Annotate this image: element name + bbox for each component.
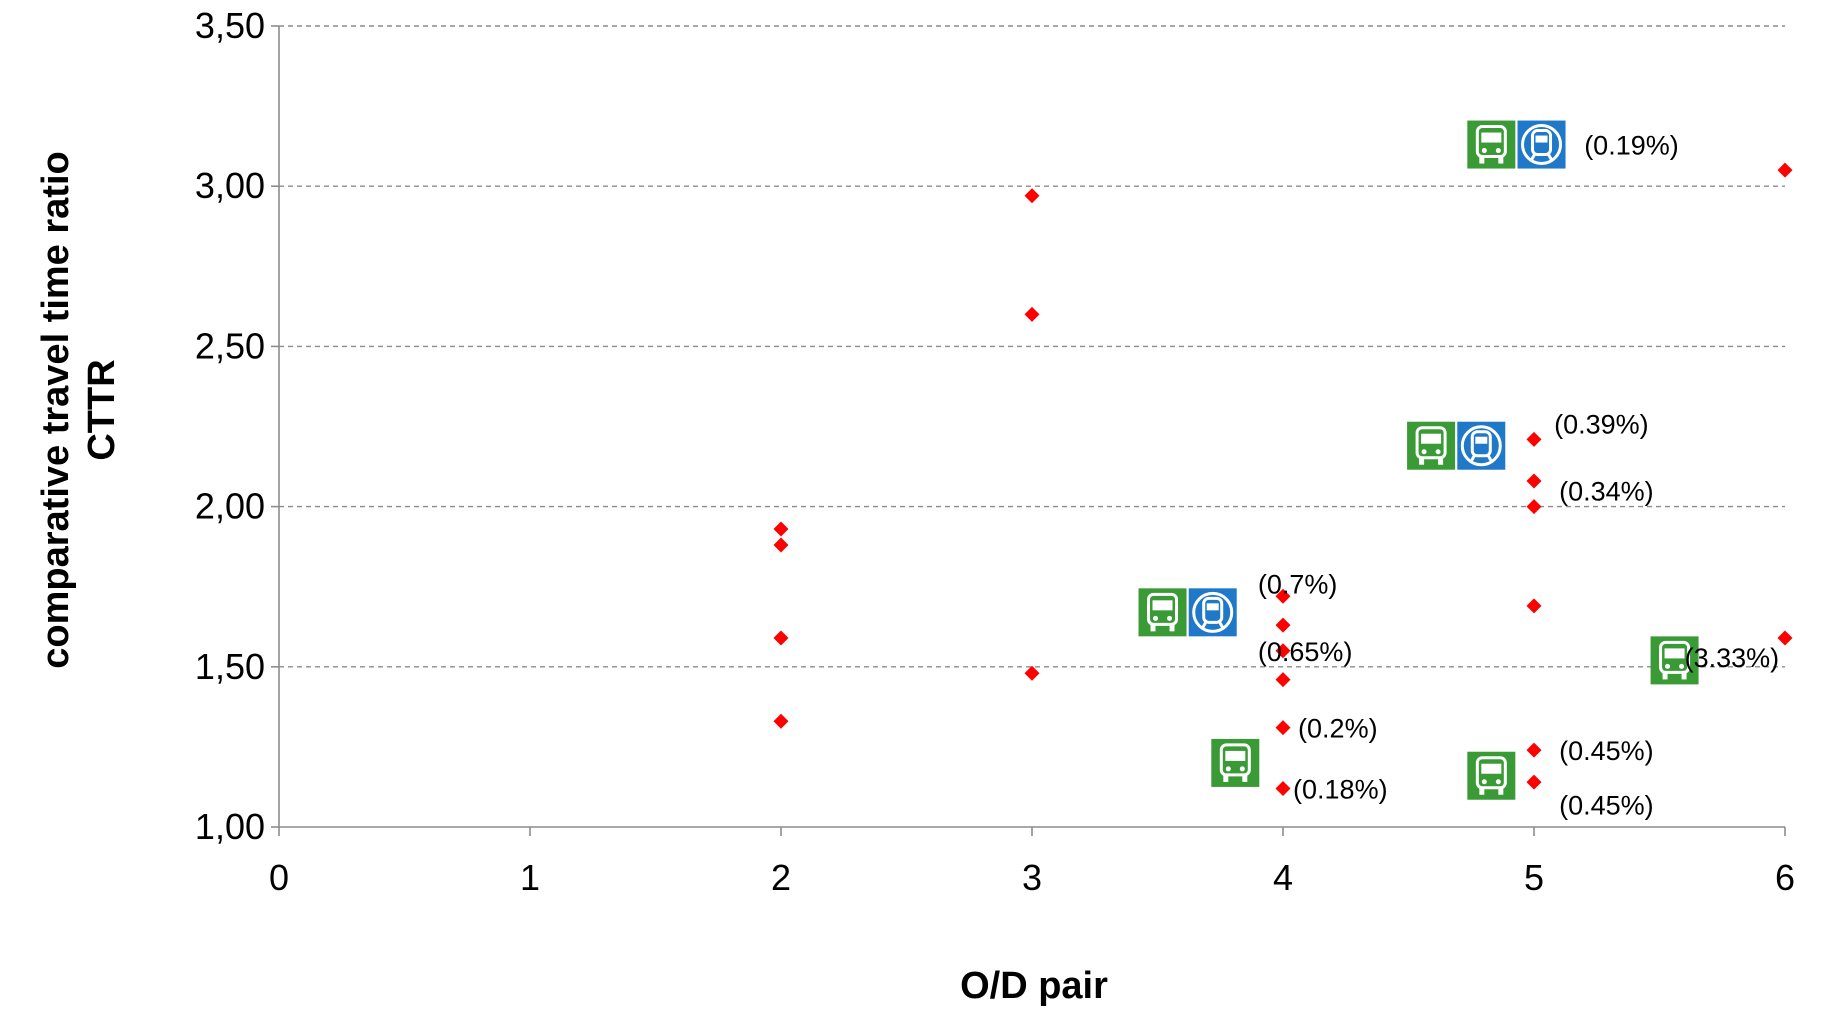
y-axis-title-line2: CTTR bbox=[81, 359, 123, 460]
data-point bbox=[1526, 499, 1542, 515]
annotation-label: (0.39%) bbox=[1554, 409, 1649, 439]
data-point bbox=[773, 537, 789, 553]
annotation-label: (0.2%) bbox=[1298, 714, 1378, 744]
data-point bbox=[1526, 431, 1542, 447]
data-point bbox=[1275, 781, 1291, 797]
bus-icon bbox=[1407, 421, 1456, 470]
data-point bbox=[1777, 162, 1793, 178]
data-point bbox=[1777, 630, 1793, 646]
data-point bbox=[1526, 598, 1542, 614]
y-tick-label: 2,00 bbox=[195, 486, 265, 527]
axes bbox=[271, 25, 1786, 836]
data-point bbox=[773, 713, 789, 729]
x-tick-label: 1 bbox=[520, 857, 540, 898]
data-point bbox=[1275, 720, 1291, 736]
data-point bbox=[1526, 742, 1542, 758]
annotation-label: (0.45%) bbox=[1559, 791, 1654, 821]
y-tick-label: 1,50 bbox=[195, 646, 265, 687]
bus-icon bbox=[1138, 588, 1187, 637]
data-point bbox=[1024, 188, 1040, 204]
data-point bbox=[773, 521, 789, 537]
y-tick-label: 1,00 bbox=[195, 806, 265, 847]
y-axis-title-line1: comparative travel time ratio bbox=[35, 151, 77, 668]
bus-icon bbox=[1467, 751, 1516, 800]
metro-icon bbox=[1517, 120, 1566, 169]
data-point bbox=[1024, 306, 1040, 322]
point-annotations: (0.19%) (0.39%) (0.34%) (0.7%) (0.65%) (3.33%… bbox=[1258, 131, 1779, 821]
x-tick-label: 4 bbox=[1273, 857, 1293, 898]
annotation-label: (0.34%) bbox=[1559, 477, 1654, 507]
bus-icon bbox=[1211, 738, 1260, 787]
x-tick-label: 5 bbox=[1524, 857, 1544, 898]
data-point bbox=[1024, 665, 1040, 681]
metro-icon bbox=[1188, 588, 1237, 637]
y-tick-label: 3,50 bbox=[195, 5, 265, 46]
x-tick-label: 6 bbox=[1775, 857, 1795, 898]
data-point bbox=[1275, 588, 1291, 604]
bus-icon bbox=[1467, 120, 1516, 169]
data-points bbox=[773, 162, 1793, 797]
annotation-label: (0.45%) bbox=[1559, 736, 1654, 766]
x-tick-label: 3 bbox=[1022, 857, 1042, 898]
y-tick-label: 3,00 bbox=[195, 165, 265, 206]
annotation-label: (0.19%) bbox=[1584, 131, 1679, 161]
x-tick-label: 2 bbox=[771, 857, 791, 898]
annotation-label: (0.18%) bbox=[1293, 775, 1388, 805]
data-point bbox=[773, 630, 789, 646]
annotation-label: (0.65%) bbox=[1258, 637, 1353, 667]
annotation-label: (0.7%) bbox=[1258, 569, 1338, 599]
data-point bbox=[1275, 617, 1291, 633]
annotation-label: (3.33%) bbox=[1685, 643, 1780, 673]
data-point bbox=[1275, 643, 1291, 659]
data-point bbox=[1526, 473, 1542, 489]
data-point bbox=[1526, 774, 1542, 790]
y-axis-title: comparative travel time ratio CTTR bbox=[35, 151, 123, 668]
x-axis-title: O/D pair bbox=[960, 965, 1108, 1007]
y-tick-label: 2,50 bbox=[195, 325, 265, 366]
bus-icon bbox=[1650, 636, 1699, 685]
data-point bbox=[1275, 672, 1291, 688]
x-tick-label: 0 bbox=[269, 857, 289, 898]
x-tick-labels: 0 1 2 3 4 5 6 bbox=[269, 857, 1795, 898]
metro-icon bbox=[1457, 421, 1506, 470]
y-tick-labels: 1,00 1,50 2,00 2,50 3,00 3,50 bbox=[195, 5, 265, 847]
transport-mode-icons bbox=[1138, 120, 1699, 800]
